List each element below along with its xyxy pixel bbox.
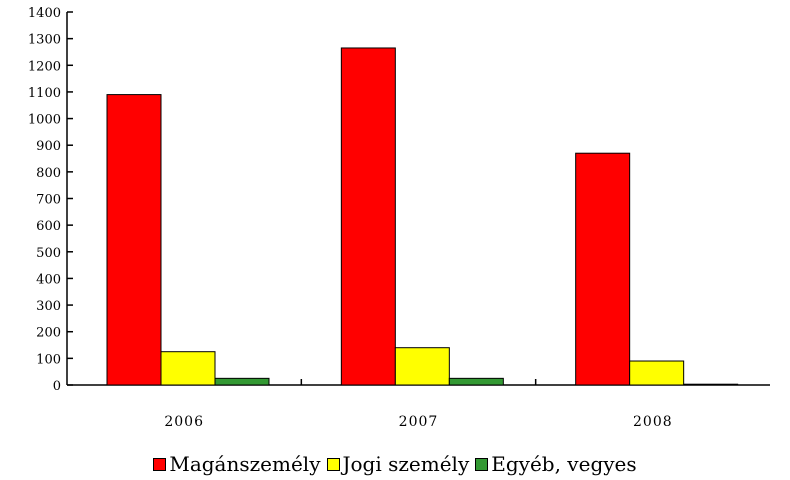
bar-2008-series-2 — [629, 360, 685, 386]
bars — [106, 47, 739, 386]
x-axis: 2006 2007 2008 — [67, 379, 770, 430]
bar-2006-series-3 — [214, 377, 270, 386]
y-tick-label: 600 — [36, 219, 61, 234]
y-tick-label: 300 — [36, 299, 61, 314]
y-tick-label: 0 — [53, 379, 61, 394]
legend-swatch-yellow — [326, 457, 340, 471]
legend-item-maganszemely: Magánszemély — [153, 452, 321, 476]
legend-item-jogi-szemely: Jogi személy — [326, 452, 470, 476]
y-tick-label: 1000 — [28, 113, 61, 128]
legend: Magánszemély Jogi személy Egyéb, vegyes — [0, 452, 790, 476]
legend-label: Jogi személy — [342, 452, 470, 476]
y-tick-label: 100 — [36, 352, 61, 367]
bar-2006-series-2 — [160, 351, 216, 386]
y-axis: 0 100 200 300 400 500 600 700 800 900 1000 1100 1200… — [28, 6, 73, 394]
bar-2008-series-3 — [683, 383, 739, 386]
legend-label: Egyéb, vegyes — [491, 452, 637, 476]
y-tick-label: 200 — [36, 326, 61, 341]
y-tick-label: 1400 — [28, 6, 61, 21]
bar-2008-series-1 — [575, 152, 631, 386]
legend-item-egyeb-vegyes: Egyéb, vegyes — [475, 452, 637, 476]
y-tick-label: 1300 — [28, 33, 61, 48]
bar-2007-series-3 — [448, 377, 504, 386]
y-tick-label: 1200 — [28, 59, 61, 74]
y-tick-label: 1100 — [28, 86, 61, 101]
legend-swatch-red — [153, 457, 167, 471]
legend-swatch-green — [475, 457, 489, 471]
legend-label: Magánszemély — [169, 452, 321, 476]
y-tick-label: 700 — [36, 193, 61, 208]
bar-2007-series-1 — [340, 47, 396, 386]
y-tick-label: 500 — [36, 246, 61, 261]
y-tick-label: 800 — [36, 166, 61, 181]
bar-chart: 0 100 200 300 400 500 600 700 800 900 1000 1100 1200… — [28, 6, 770, 430]
x-tick-label: 2008 — [633, 414, 673, 430]
x-tick-label: 2006 — [164, 414, 204, 430]
bar-2006-series-1 — [106, 94, 162, 386]
x-tick-label: 2007 — [399, 414, 439, 430]
y-tick-label: 900 — [36, 139, 61, 154]
y-tick-label: 400 — [36, 272, 61, 287]
bar-2007-series-2 — [394, 347, 450, 386]
